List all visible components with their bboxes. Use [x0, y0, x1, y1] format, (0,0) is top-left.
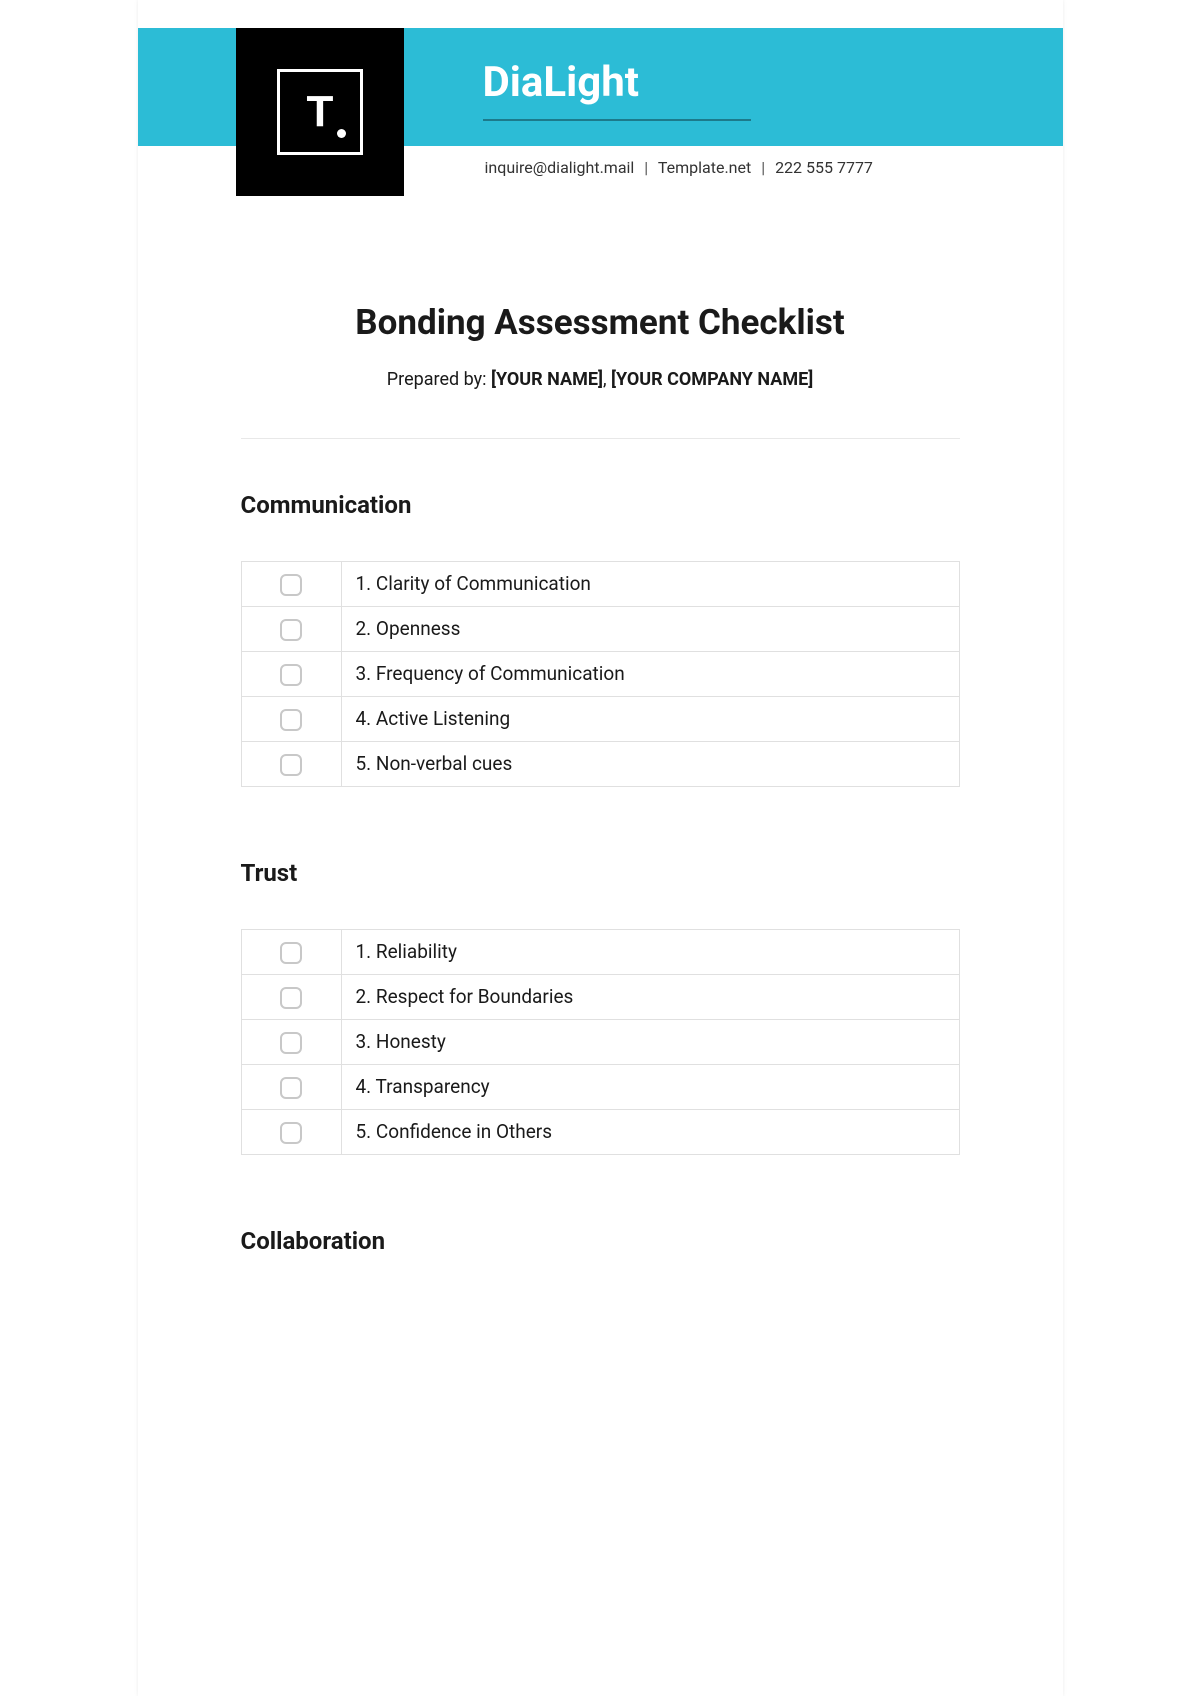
table-row: 3. Honesty: [241, 1019, 959, 1064]
item-label: 4. Transparency: [341, 1064, 959, 1109]
checkbox-cell: [241, 606, 341, 651]
checkbox-icon[interactable]: [280, 987, 302, 1009]
checkbox-icon[interactable]: [280, 664, 302, 686]
prepared-sep: ,: [603, 369, 611, 390]
item-label: 3. Honesty: [341, 1019, 959, 1064]
table-row: 1. Reliability: [241, 929, 959, 974]
checkbox-icon[interactable]: [280, 574, 302, 596]
checkbox-cell: [241, 1109, 341, 1154]
item-label: 2. Respect for Boundaries: [341, 974, 959, 1019]
table-row: 2. Openness: [241, 606, 959, 651]
table-row: 3. Frequency of Communication: [241, 651, 959, 696]
checkbox-icon[interactable]: [280, 1122, 302, 1144]
table-row: 1. Clarity of Communication: [241, 562, 959, 607]
section-heading-trust: Trust: [241, 859, 960, 887]
checkbox-icon[interactable]: [280, 709, 302, 731]
checkbox-cell: [241, 741, 341, 786]
checkbox-icon[interactable]: [280, 754, 302, 776]
checkbox-cell: [241, 974, 341, 1019]
item-label: 4. Active Listening: [341, 696, 959, 741]
checkbox-cell: [241, 696, 341, 741]
item-label: 5. Confidence in Others: [341, 1109, 959, 1154]
contact-email: inquire@dialight.mail: [485, 158, 635, 177]
separator-icon: |: [761, 158, 765, 177]
logo: T: [236, 28, 404, 196]
item-label: 2. Openness: [341, 606, 959, 651]
prepared-by: Prepared by: [YOUR NAME], [YOUR COMPANY …: [241, 369, 960, 390]
checkbox-icon[interactable]: [280, 1032, 302, 1054]
table-row: 4. Transparency: [241, 1064, 959, 1109]
table-row: 5. Non-verbal cues: [241, 741, 959, 786]
contact-phone: 222 555 7777: [775, 158, 873, 177]
checkbox-cell: [241, 562, 341, 607]
item-label: 5. Non-verbal cues: [341, 741, 959, 786]
item-label: 1. Clarity of Communication: [341, 562, 959, 607]
separator-icon: |: [644, 158, 648, 177]
item-label: 3. Frequency of Communication: [341, 651, 959, 696]
checkbox-icon[interactable]: [280, 942, 302, 964]
checkbox-cell: [241, 1019, 341, 1064]
checkbox-cell: [241, 929, 341, 974]
content: Bonding Assessment Checklist Prepared by…: [241, 302, 960, 1297]
logo-letter: T: [307, 87, 333, 137]
checkbox-cell: [241, 1064, 341, 1109]
table-row: 4. Active Listening: [241, 696, 959, 741]
contact-line: inquire@dialight.mail | Template.net | 2…: [485, 158, 873, 177]
prepared-name: [YOUR NAME]: [491, 369, 603, 390]
page-title: Bonding Assessment Checklist: [241, 302, 960, 343]
logo-frame: T: [277, 69, 363, 155]
checklist-table-communication: 1. Clarity of Communication 2. Openness …: [241, 561, 960, 787]
table-row: 2. Respect for Boundaries: [241, 974, 959, 1019]
logo-dot-icon: [337, 129, 346, 138]
company-name: DiaLight: [483, 58, 751, 121]
table-row: 5. Confidence in Others: [241, 1109, 959, 1154]
checkbox-icon[interactable]: [280, 1077, 302, 1099]
section-heading-collaboration: Collaboration: [241, 1227, 960, 1255]
checklist-table-trust: 1. Reliability 2. Respect for Boundaries…: [241, 929, 960, 1155]
section-heading-communication: Communication: [241, 491, 960, 519]
prepared-company: [YOUR COMPANY NAME]: [611, 369, 813, 390]
checkbox-cell: [241, 651, 341, 696]
divider: [241, 438, 960, 439]
contact-website: Template.net: [658, 158, 751, 177]
item-label: 1. Reliability: [341, 929, 959, 974]
checkbox-icon[interactable]: [280, 619, 302, 641]
page: T DiaLight inquire@dialight.mail | Templ…: [138, 0, 1063, 1696]
prepared-prefix: Prepared by:: [387, 369, 491, 390]
